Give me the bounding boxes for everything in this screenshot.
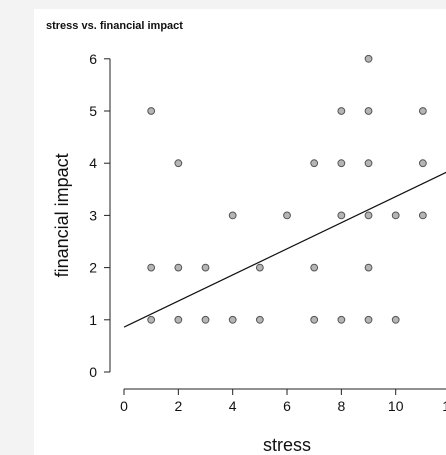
data-point xyxy=(337,107,346,115)
data-point xyxy=(283,211,291,220)
data-point xyxy=(364,107,373,115)
data-point xyxy=(310,159,319,168)
data-point xyxy=(174,159,183,168)
data-point xyxy=(337,315,346,324)
y-tick-label: 6 xyxy=(89,51,97,67)
data-point xyxy=(364,211,373,220)
chart-panel: stress vs. financial impact xyxy=(34,9,446,455)
data-point xyxy=(418,107,427,115)
y-axis-label: financial impact xyxy=(52,153,72,277)
data-point xyxy=(391,315,400,324)
x-tick-label: 12 xyxy=(442,398,446,414)
y-tick-label: 3 xyxy=(89,207,97,223)
data-point xyxy=(337,159,346,168)
data-point xyxy=(310,263,319,272)
data-point xyxy=(310,315,319,324)
data-point xyxy=(364,54,373,63)
x-tick-label: 6 xyxy=(283,398,291,414)
data-point xyxy=(255,315,264,324)
x-tick-label: 10 xyxy=(388,398,404,414)
data-point xyxy=(147,107,156,115)
data-point xyxy=(255,263,264,272)
data-point xyxy=(364,159,373,168)
data-point xyxy=(228,211,237,220)
data-point xyxy=(418,211,427,220)
x-axis-label: stress xyxy=(263,435,311,455)
data-point xyxy=(418,159,427,168)
y-tick-label: 2 xyxy=(89,260,97,276)
y-tick-label: 0 xyxy=(89,364,97,380)
data-point xyxy=(337,211,346,220)
trendline xyxy=(123,171,446,328)
x-tick-label: 4 xyxy=(229,398,237,414)
data-point xyxy=(147,315,156,324)
y-tick-label: 5 xyxy=(89,103,97,119)
x-tick-label: 8 xyxy=(337,398,345,414)
data-point xyxy=(228,315,237,324)
data-point xyxy=(364,263,373,272)
x-tick-label: 0 xyxy=(120,398,128,414)
axes xyxy=(104,58,446,395)
data-point xyxy=(201,263,210,272)
y-tick-label: 1 xyxy=(89,312,97,328)
x-tick-label: 2 xyxy=(174,398,182,414)
axis-labels-group: 0123456024681012stressfinancial impact xyxy=(52,51,446,455)
data-point xyxy=(201,315,210,324)
points-group xyxy=(147,54,427,324)
data-point xyxy=(174,263,183,272)
trendline-group xyxy=(123,171,446,328)
data-point xyxy=(174,315,183,324)
y-tick-label: 4 xyxy=(89,155,97,171)
data-point xyxy=(147,263,156,272)
data-point xyxy=(391,211,400,220)
data-point xyxy=(364,315,373,324)
chart-title: stress vs. financial impact xyxy=(46,20,183,32)
